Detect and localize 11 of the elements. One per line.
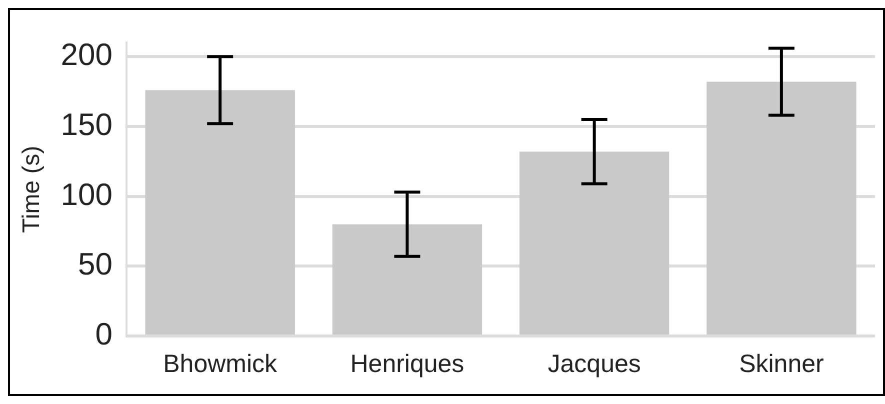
y-tick-label: 200: [60, 37, 113, 72]
y-tick-label: 150: [60, 106, 113, 142]
x-tick-label: Henriques: [350, 350, 464, 378]
x-tick-label: Skinner: [739, 350, 824, 378]
x-tick-label: Jacques: [548, 350, 641, 378]
y-axis-title: Time (s): [18, 146, 46, 233]
chart-frame: Time (s) Bhowmick Henriques Jacques Skinner 0 50 100 150 200: [8, 8, 885, 396]
y-tick-label: 50: [78, 246, 113, 282]
y-tick-label: 0: [95, 316, 113, 352]
y-tick-label: 100: [60, 176, 113, 212]
x-tick-label: Bhowmick: [163, 350, 278, 378]
